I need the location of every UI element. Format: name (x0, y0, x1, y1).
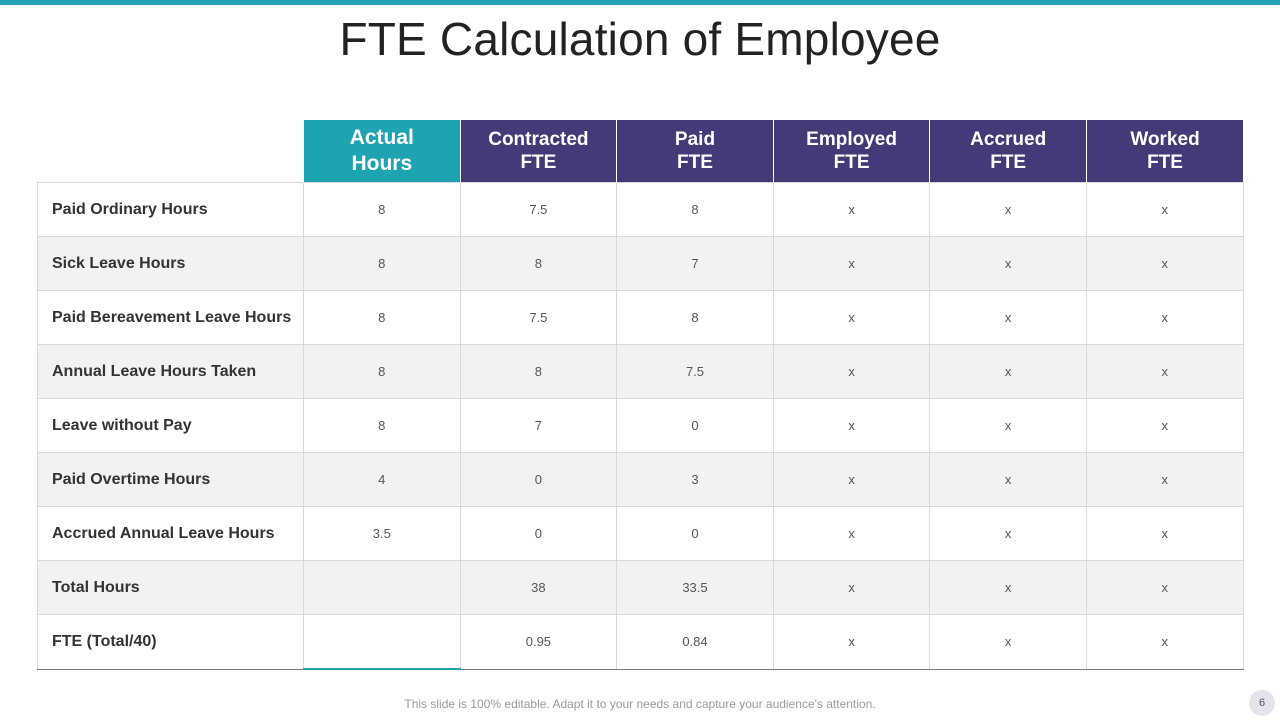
row-label: Paid Bereavement Leave Hours (37, 290, 304, 345)
table-row: Leave without Pay 8 7 0 x x x (37, 398, 1244, 453)
table-cell: x (929, 236, 1087, 291)
table-cell (303, 560, 461, 615)
header-employed-fte: Employed FTE (772, 120, 930, 183)
table-cell: x (772, 614, 930, 670)
header-contracted-fte: Contracted FTE (459, 120, 617, 183)
table-cell: 7 (459, 398, 617, 453)
header-line: Contracted (488, 129, 589, 150)
table-cell: 33.5 (616, 560, 774, 615)
table-cell: x (1085, 614, 1244, 670)
header-line: FTE (677, 152, 713, 173)
table-cell: x (929, 452, 1087, 507)
header-actual-hours: Actual Hours (303, 120, 461, 183)
table-cell: x (772, 452, 930, 507)
header-line: FTE (1147, 152, 1183, 173)
table-cell: x (929, 614, 1087, 670)
table-cell: x (772, 398, 930, 453)
table-row-total-hours: Total Hours 38 33.5 x x x (37, 560, 1244, 615)
table-cell: x (1085, 560, 1244, 615)
table-cell: x (772, 182, 930, 237)
header-line: Worked (1130, 129, 1200, 150)
table-cell: 0.95 (459, 614, 617, 670)
header-line: Accrued (970, 129, 1047, 150)
table-cell: x (772, 560, 930, 615)
header-line: Actual (349, 126, 414, 149)
row-label: Paid Overtime Hours (37, 452, 304, 507)
table-cell: x (1085, 182, 1244, 237)
table-cell: 8 (303, 398, 461, 453)
table-cell: x (929, 182, 1087, 237)
header-line: Hours (351, 152, 413, 175)
table-cell: 8 (303, 182, 461, 237)
footer-note: This slide is 100% editable. Adapt it to… (404, 697, 876, 711)
table-row: Paid Overtime Hours 4 0 3 x x x (37, 452, 1244, 507)
table-cell: 0 (459, 506, 617, 561)
table-cell: 3.5 (303, 506, 461, 561)
table-row-fte: FTE (Total/40) 0.95 0.84 x x x (37, 614, 1244, 670)
table-cell: 0 (616, 398, 774, 453)
table-cell: 8 (616, 290, 774, 345)
table-row: Sick Leave Hours 8 8 7 x x x (37, 236, 1244, 291)
header-line: FTE (520, 152, 557, 173)
header-worked-fte: Worked FTE (1085, 120, 1244, 183)
table-cell: 3 (616, 452, 774, 507)
header-line: FTE (833, 152, 870, 173)
row-label: Accrued Annual Leave Hours (37, 506, 304, 561)
table-cell: x (929, 506, 1087, 561)
table-cell: 7.5 (459, 182, 617, 237)
header-line: FTE (990, 152, 1027, 173)
table-cell: x (772, 290, 930, 345)
header-line: Paid (674, 129, 716, 150)
table-cell: x (1085, 344, 1244, 399)
table-cell: x (1085, 452, 1244, 507)
table-cell: 0 (616, 506, 774, 561)
row-label: Sick Leave Hours (37, 236, 304, 291)
fte-table: Actual Hours Contracted FTE Paid FTE Emp… (37, 120, 1244, 670)
table-cell: x (929, 344, 1087, 399)
table-cell: x (1085, 236, 1244, 291)
table-cell: x (1085, 290, 1244, 345)
table-cell: x (772, 506, 930, 561)
table-cell: x (1085, 398, 1244, 453)
table-row: Accrued Annual Leave Hours 3.5 0 0 x x x (37, 506, 1244, 561)
table-cell: 8 (303, 344, 461, 399)
row-label: Paid Ordinary Hours (37, 182, 304, 237)
row-label: FTE (Total/40) (37, 614, 304, 670)
table-cell: x (772, 344, 930, 399)
table-cell: 7 (616, 236, 774, 291)
table-cell: 8 (616, 182, 774, 237)
table-cell: 8 (459, 344, 617, 399)
row-label: Total Hours (37, 560, 304, 615)
header-corner (38, 120, 304, 183)
header-row: Actual Hours Contracted FTE Paid FTE Emp… (38, 120, 1244, 183)
table-cell: 8 (303, 236, 461, 291)
header-paid-fte: Paid FTE (616, 120, 774, 183)
table-cell: 7.5 (616, 344, 774, 399)
table-cell: x (929, 560, 1087, 615)
table-cell: x (929, 290, 1087, 345)
table-row: Annual Leave Hours Taken 8 8 7.5 x x x (37, 344, 1244, 399)
table-cell: 0.84 (616, 614, 774, 670)
table-cell: 38 (459, 560, 617, 615)
row-label: Annual Leave Hours Taken (37, 344, 304, 399)
header-accrued-fte: Accrued FTE (929, 120, 1087, 183)
slide-title: FTE Calculation of Employee (339, 13, 941, 65)
table-cell: 4 (303, 452, 461, 507)
table-cell: x (1085, 506, 1244, 561)
page-number-badge: 6 (1249, 690, 1275, 716)
table-cell: 7.5 (459, 290, 617, 345)
table-cell: 0 (459, 452, 617, 507)
table-row: Paid Bereavement Leave Hours 8 7.5 8 x x… (37, 290, 1244, 345)
table-cell: x (772, 236, 930, 291)
table-cell: 8 (459, 236, 617, 291)
row-label: Leave without Pay (37, 398, 304, 453)
header-line: Employed (806, 129, 897, 150)
table-cell: x (929, 398, 1087, 453)
table-row: Paid Ordinary Hours 8 7.5 8 x x x (37, 182, 1244, 237)
table-cell (303, 614, 461, 670)
top-accent-bar (0, 0, 1280, 5)
table-cell: 8 (303, 290, 461, 345)
